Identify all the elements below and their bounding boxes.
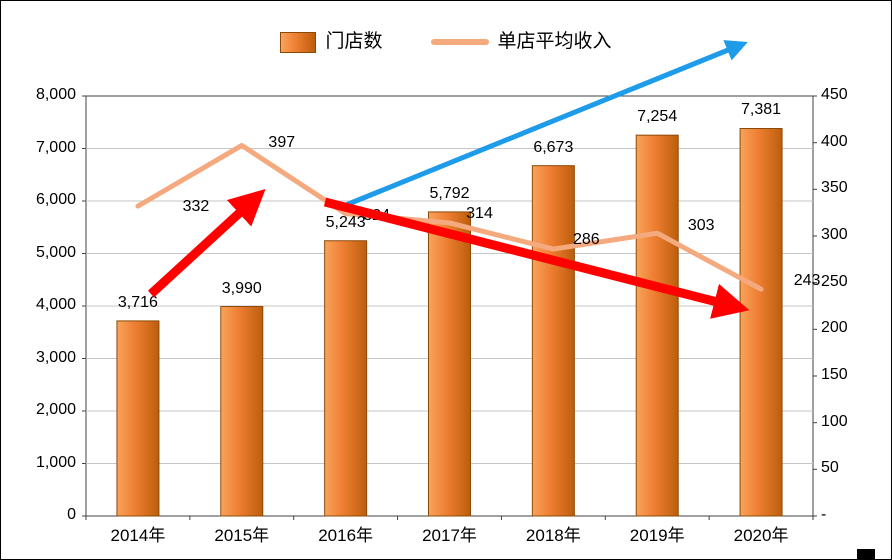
bar <box>739 127 783 517</box>
legend-line-series-label: 单店平均收入 <box>497 31 612 52</box>
bar <box>220 306 264 517</box>
legend-bar-series-label: 门店数 <box>325 31 383 52</box>
bar <box>531 165 575 517</box>
bar <box>116 320 160 517</box>
red-falling-trend-arrow <box>323 197 750 319</box>
bar <box>324 240 368 517</box>
red-rising-trend-arrow <box>147 188 266 298</box>
bar <box>428 211 471 517</box>
legend-line-swatch <box>430 39 489 45</box>
corner-mark <box>857 549 875 559</box>
line-series <box>135 142 764 292</box>
bar <box>635 134 679 517</box>
legend: 门店数 单店平均收入 <box>1 31 891 53</box>
blue-rising-trend-arrow <box>340 40 748 210</box>
legend-bar-swatch <box>280 31 317 53</box>
